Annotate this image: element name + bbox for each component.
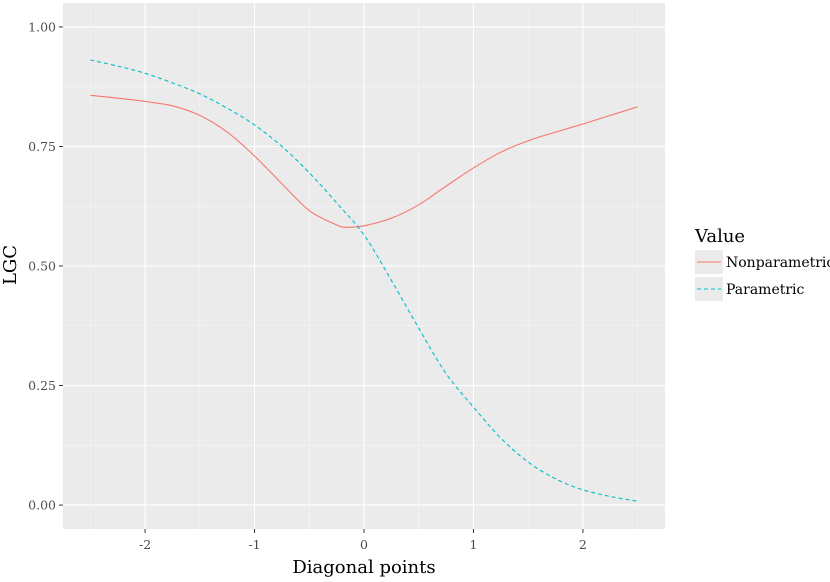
x-axis: -2 -1 0 1 2 [139,529,587,552]
grid-major [63,3,665,529]
series-line-nonparametric [90,94,638,228]
y-axis-title: LGC [0,245,21,285]
x-tick-label: 1 [469,537,477,552]
y-tick-label: 0.25 [28,378,56,393]
legend: Value Nonparametric Parametric [694,226,830,301]
x-tick-label: 0 [360,537,368,552]
y-tick-label: 0.50 [28,259,56,274]
x-tick-label: 2 [579,537,587,552]
legend-label-parametric: Parametric [726,282,805,298]
x-tick-label: -2 [139,537,151,552]
series-line-parametric [90,59,638,502]
series-layer [90,59,638,502]
y-tick-label: 0.75 [28,139,56,154]
x-tick-label: -1 [248,537,260,552]
y-axis: 0.00 0.25 0.50 0.75 1.00 [28,19,63,513]
legend-label-nonparametric: Nonparametric [726,255,830,271]
y-tick-label: 0.00 [28,498,56,513]
x-axis-title: Diagonal points [292,557,435,577]
legend-title: Value [694,226,745,247]
y-tick-label: 1.00 [28,19,56,34]
